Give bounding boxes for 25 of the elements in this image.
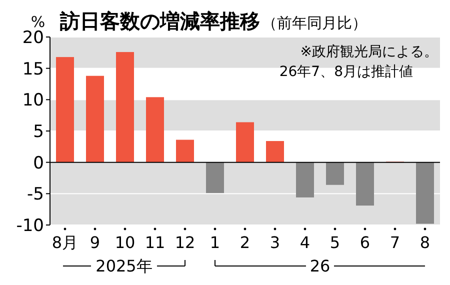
- x-tick-label: 1: [210, 233, 220, 252]
- annotation: 26年7、8月は推計値: [279, 64, 413, 80]
- x-tick-label: 10: [114, 233, 136, 252]
- x-tick-label: 11: [144, 233, 166, 252]
- x-tick-label: 6: [360, 233, 370, 252]
- x-tick-label: 7: [390, 233, 400, 252]
- y-tick-label: 5: [33, 122, 44, 142]
- x-tick-label: 9: [90, 233, 100, 252]
- y-tick-label: -10: [16, 216, 44, 236]
- annotation: ※政府観光局による。: [300, 44, 438, 60]
- x-tick-label: 2: [240, 233, 250, 252]
- y-tick-label: 15: [22, 59, 44, 80]
- x-tick-label: 8月: [52, 233, 78, 252]
- x-tick-label: 12: [174, 233, 196, 252]
- text: 26: [310, 256, 330, 276]
- y-tick-label: -5: [27, 184, 44, 205]
- x-tick-label: 3: [270, 233, 280, 252]
- x-tick-label: 8: [420, 233, 430, 252]
- x-tick-label: 5: [330, 233, 340, 252]
- text: 2025年: [96, 256, 152, 276]
- x-tick-label: 4: [300, 233, 310, 252]
- y-tick-label: 10: [22, 90, 44, 111]
- chart-title: 訪日客数の増減率推移: [60, 9, 260, 33]
- y-tick-label: 0: [33, 153, 44, 174]
- chart-subtitle: （前年同月比）: [262, 14, 367, 32]
